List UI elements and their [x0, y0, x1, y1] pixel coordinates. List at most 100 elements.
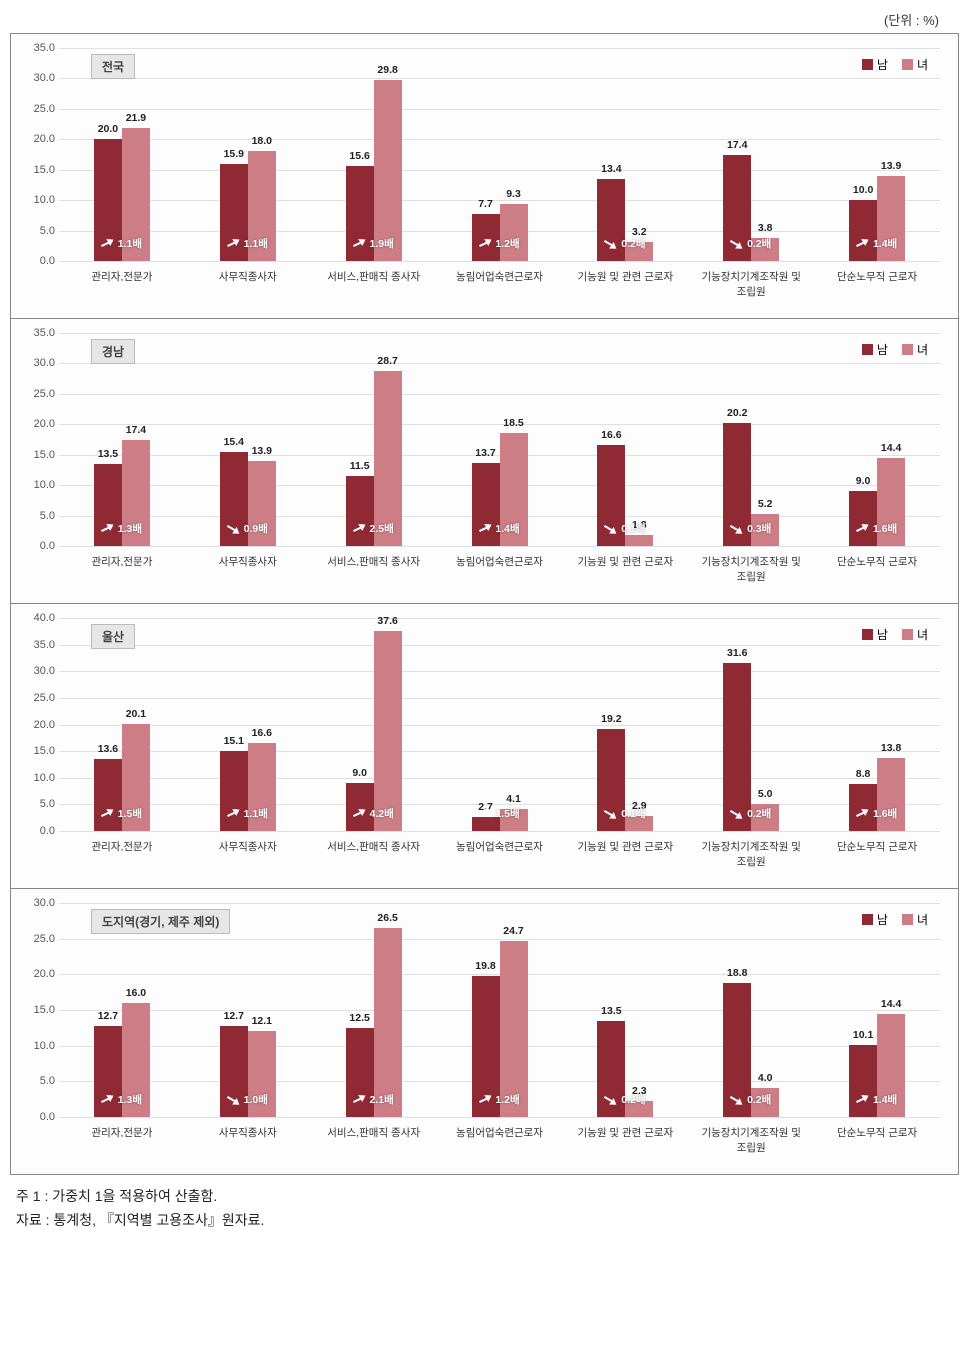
legend-item-male: 남: [862, 911, 888, 928]
x-label: 사무직종사자: [185, 836, 311, 884]
y-tick-label: 15.0: [21, 1004, 55, 1016]
arrow-down-icon: [731, 524, 745, 534]
ratio-label: 0.1배: [605, 806, 645, 821]
arrow-down-icon: [731, 1095, 745, 1105]
legend-item-female: 녀: [902, 911, 928, 928]
ratio-label: 0.3배: [731, 521, 771, 536]
chart-panel: 경남남녀0.05.010.015.020.025.030.035.013.517…: [11, 319, 958, 604]
category-slot: 12.716.01.3배: [59, 903, 185, 1117]
x-label: 관리자,전문가: [59, 551, 185, 599]
arrow-down-icon: [731, 809, 745, 819]
y-tick-label: 30.0: [21, 72, 55, 84]
bar-pair: 31.6 5.0: [723, 618, 779, 831]
footnote-note: 주 1 : 가중치 1을 적용하여 산출함.: [16, 1185, 959, 1209]
ratio-text: 1.2배: [495, 1092, 519, 1107]
y-tick-label: 20.0: [21, 968, 55, 980]
bar-value: 31.6: [727, 647, 747, 659]
category-slot: 18.84.00.2배: [688, 903, 814, 1117]
ratio-label: 1.4배: [857, 236, 897, 251]
arrow-down-icon: [731, 239, 745, 249]
bars-row: 12.716.01.3배12.712.11.0배12.526.52.1배19.8…: [59, 903, 940, 1117]
bar-pair: 17.43.8: [723, 48, 779, 261]
bar-value: 5.0: [758, 788, 773, 800]
x-label: 농림어업숙련근로자: [437, 551, 563, 599]
ratio-label: 1.3배: [102, 521, 142, 536]
bar-value: 15.6: [349, 150, 369, 162]
bar-value: 15.1: [224, 735, 244, 747]
gridline: [59, 261, 940, 262]
x-label: 서비스,판매직 종사자: [311, 836, 437, 884]
bar-pair: 12.716.0: [94, 903, 150, 1117]
arrow-down-icon: [228, 524, 242, 534]
legend-item-female: 녀: [902, 626, 928, 643]
y-tick-label: 25.0: [21, 692, 55, 704]
ratio-label: 1.4배: [479, 521, 519, 536]
bar-value: 24.7: [503, 925, 523, 937]
x-axis-labels: 관리자,전문가사무직종사자서비스,판매직 종사자농림어업숙련근로자기능원 및 관…: [59, 266, 940, 314]
bar-female: 9.3: [500, 204, 528, 261]
bar-value: 17.4: [126, 424, 146, 436]
ratio-text: 1.1배: [244, 806, 268, 821]
arrow-up-icon: [479, 1095, 493, 1105]
ratio-label: 1.9배: [354, 236, 394, 251]
y-tick-label: 5.0: [21, 510, 55, 522]
bar-value: 12.7: [98, 1010, 118, 1022]
x-axis-labels: 관리자,전문가사무직종사자서비스,판매직 종사자농림어업숙련근로자기능원 및 관…: [59, 836, 940, 884]
y-tick-label: 35.0: [21, 639, 55, 651]
y-tick-label: 15.0: [21, 164, 55, 176]
category-slot: 11.528.72.5배: [311, 333, 437, 546]
bar-pair: 18.84.0: [723, 903, 779, 1117]
bar-value: 37.6: [377, 615, 397, 627]
chart-container: 전국남녀0.05.010.015.020.025.030.035.020.021…: [10, 33, 959, 1175]
category-slot: 13.718.51.4배: [437, 333, 563, 546]
x-label: 단순노무직 근로자: [814, 1122, 940, 1170]
x-label: 기능장치기계조작원 및 조립원: [688, 836, 814, 884]
legend-swatch-female: [902, 914, 913, 925]
x-label: 관리자,전문가: [59, 1122, 185, 1170]
unit-label: (단위 : %): [10, 10, 959, 29]
bar-male: 10.0: [849, 200, 877, 261]
legend-label-female: 녀: [917, 341, 928, 358]
bar-value: 10.1: [853, 1029, 873, 1041]
chart-panel: 전국남녀0.05.010.015.020.025.030.035.020.021…: [11, 34, 958, 319]
x-label: 단순노무직 근로자: [814, 266, 940, 314]
y-tick-label: 0.0: [21, 540, 55, 552]
bar-pair: 20.25.2: [723, 333, 779, 546]
bar-value: 4.1: [506, 793, 521, 805]
bar-value: 16.6: [252, 727, 272, 739]
bar-value: 18.8: [727, 967, 747, 979]
legend: 남녀: [862, 341, 928, 358]
bar-pair: 13.620.1: [94, 618, 150, 831]
ratio-text: 0.9배: [244, 521, 268, 536]
bar-female: 29.8: [374, 80, 402, 261]
arrow-up-icon: [857, 239, 871, 249]
bar-value: 14.4: [881, 998, 901, 1010]
ratio-label: 1.1배: [228, 236, 268, 251]
plot-area: 0.05.010.015.020.025.030.012.716.01.3배12…: [59, 903, 940, 1118]
ratio-text: 1.6배: [873, 806, 897, 821]
arrow-down-icon: [228, 1095, 242, 1105]
ratio-label: 1.1배: [102, 236, 142, 251]
bar-value: 9.0: [856, 475, 871, 487]
y-tick-label: 35.0: [21, 327, 55, 339]
bar-pair: 15.918.0: [220, 48, 276, 261]
ratio-text: 0.3배: [747, 521, 771, 536]
bar-value: 8.8: [856, 768, 871, 780]
legend-item-female: 녀: [902, 341, 928, 358]
x-axis-labels: 관리자,전문가사무직종사자서비스,판매직 종사자농림어업숙련근로자기능원 및 관…: [59, 1122, 940, 1170]
legend-swatch-female: [902, 629, 913, 640]
ratio-text: 2.5배: [370, 521, 394, 536]
bar-value: 13.9: [252, 445, 272, 457]
x-label: 기능원 및 관련 근로자: [562, 836, 688, 884]
bar-value: 7.7: [478, 198, 493, 210]
ratio-text: 1.4배: [495, 521, 519, 536]
bar-pair: 13.718.5: [472, 333, 528, 546]
ratio-text: 0.2배: [747, 1092, 771, 1107]
category-slot: 20.25.20.3배: [688, 333, 814, 546]
legend-label-male: 남: [877, 341, 888, 358]
bar-value: 15.4: [224, 436, 244, 448]
ratio-text: 2.1배: [370, 1092, 394, 1107]
category-slot: 13.620.11.5배: [59, 618, 185, 831]
ratio-text: 4.2배: [370, 806, 394, 821]
bar-value: 20.0: [98, 123, 118, 135]
